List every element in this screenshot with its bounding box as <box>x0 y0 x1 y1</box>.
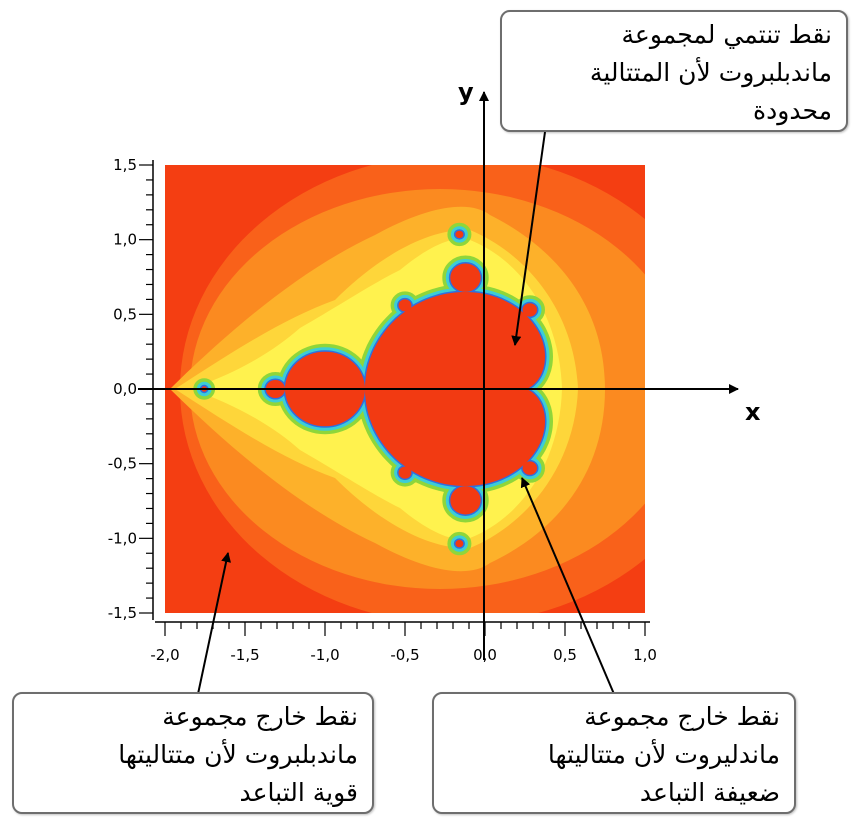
y-tick-label: 0,0 <box>113 380 137 398</box>
y-axis-name: y <box>458 78 474 106</box>
x-tick-label: -2,0 <box>150 646 179 664</box>
y-tick-label: -0,5 <box>108 455 137 473</box>
note-inside-line-1: نقط تنتمي لمجموعة <box>621 20 832 49</box>
x-tick-label: 0,5 <box>553 646 577 664</box>
y-tick-label: -1,0 <box>108 529 137 547</box>
x-tick-label: 0,0 <box>473 646 497 664</box>
note-weak-line-1: نقط خارج مجموعة <box>584 702 780 731</box>
y-tick-label: 0,5 <box>113 305 137 323</box>
arrow-to-weak <box>520 477 615 695</box>
x-tick-labels: -2,0 -1,5 -1,0 -0,5 0,0 0,5 1,0 <box>150 646 657 664</box>
y-tick-labels: 1,5 1,0 0,5 0,0 -0,5 -1,0 -1,5 <box>108 156 137 622</box>
x-tick-label: -0,5 <box>390 646 419 664</box>
note-strong-line-1: نقط خارج مجموعة <box>162 702 358 731</box>
note-strong-line-2: ماندبلبروت لأن متتاليتها <box>118 740 358 769</box>
note-weak-line-2: ماندليروت لأن متتاليتها <box>547 740 780 769</box>
x-tick-label: -1,5 <box>230 646 259 664</box>
x-tick-label: -1,0 <box>310 646 339 664</box>
x-tick-label: 1,0 <box>633 646 657 664</box>
arrow-to-inside <box>511 131 546 346</box>
note-inside-line-2: ماندبلبروت لأن المتتالية <box>589 58 832 87</box>
y-tick-label: 1,5 <box>113 156 137 174</box>
note-inside-line-3: محدودة <box>753 96 832 125</box>
y-tick-label: 1,0 <box>113 231 137 249</box>
note-inside-set: نقط تنتمي لمجموعة ماندبلبروت لأن المتتال… <box>500 10 848 132</box>
note-weak-divergence: نقط خارج مجموعة ماندليروت لأن متتاليتها … <box>432 692 796 814</box>
note-strong-line-3: قوية التباعد <box>239 778 358 807</box>
y-tick-label: -1,5 <box>108 604 137 622</box>
note-strong-divergence: نقط خارج مجموعة ماندبلبروت لأن متتاليتها… <box>12 692 374 814</box>
note-weak-line-3: ضعيفة التباعد <box>639 778 780 807</box>
axes <box>138 91 739 660</box>
x-axis-name: x <box>745 398 761 426</box>
tick-marks <box>139 164 646 636</box>
arrow-to-strong <box>197 552 232 695</box>
callout-arrows <box>197 131 615 695</box>
